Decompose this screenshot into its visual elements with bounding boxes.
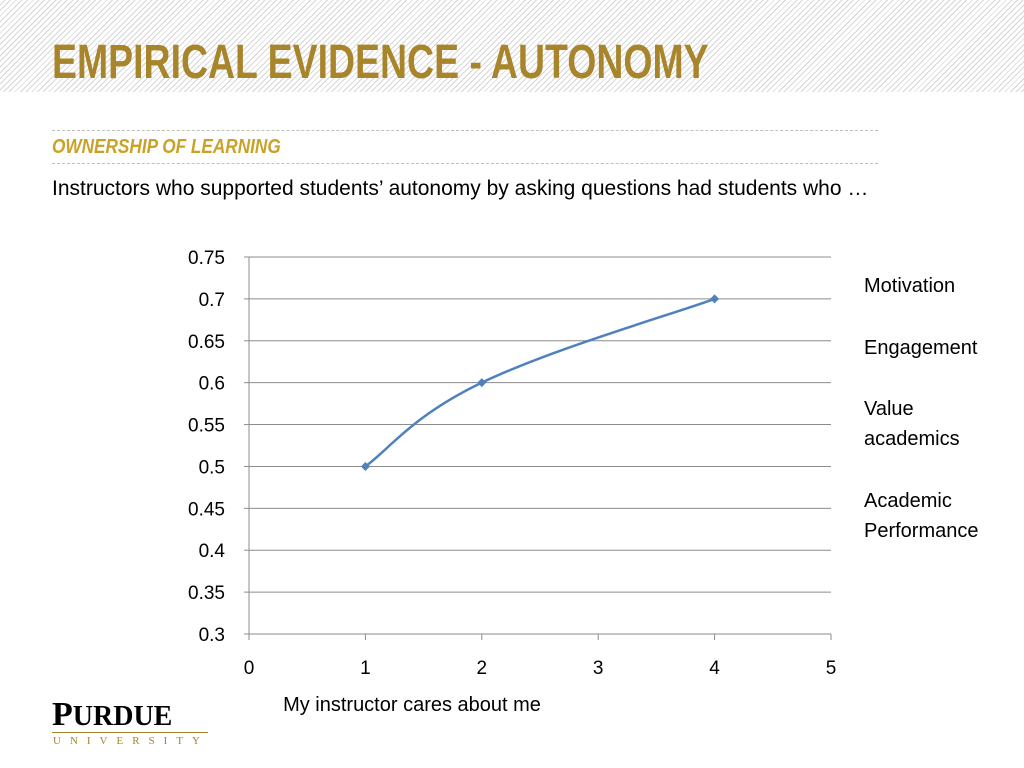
slide-body-text: Instructors who supported students’ auto…	[52, 177, 869, 200]
y-tick-label: 0.4	[199, 541, 226, 562]
y-tick-label: 0.45	[188, 499, 225, 520]
y-tick-label: 0.55	[188, 416, 225, 437]
x-axis-label: My instructor cares about me	[283, 694, 541, 716]
x-tick-label: 0	[244, 658, 255, 679]
logo-university: UNIVERSITY	[53, 735, 209, 747]
x-tick-label: 5	[826, 658, 837, 679]
data-point-marker	[710, 294, 720, 304]
x-tick-label: 1	[360, 658, 371, 679]
data-point-marker	[360, 461, 370, 471]
series-line	[364, 297, 716, 468]
slide-subtitle: OWNERSHIP OF LEARNING	[52, 136, 281, 158]
legend-note-value-academics: Value academics	[864, 398, 960, 450]
legend-note-engagement: Engagement	[864, 337, 978, 359]
logo-wordmark: PURDUE	[52, 696, 173, 733]
x-tick-label: 2	[477, 658, 488, 679]
x-tick-label: 4	[709, 658, 720, 679]
legend-note-academic-performance: Academic Performance	[864, 490, 979, 542]
y-tick-label: 0.35	[188, 583, 225, 604]
data-point-marker	[477, 378, 487, 388]
y-tick-label: 0.3	[199, 625, 225, 646]
subtitle-top-rule	[52, 130, 878, 131]
y-tick-label: 0.65	[188, 332, 225, 353]
header-band	[0, 0, 1024, 92]
logo-divider	[52, 732, 208, 733]
y-tick-label: 0.7	[199, 290, 225, 311]
subtitle-bottom-rule	[52, 163, 878, 164]
purdue-logo: PURDUE UNIVERSITY	[52, 698, 210, 750]
legend-note-motivation: Motivation	[864, 275, 956, 297]
y-tick-label: 0.6	[199, 374, 225, 395]
slide-title: EMPIRICAL EVIDENCE - AUTONOMY	[52, 36, 709, 89]
y-tick-label: 0.5	[199, 457, 225, 478]
x-tick-label: 3	[593, 658, 604, 679]
y-tick-label: 0.75	[188, 248, 225, 269]
